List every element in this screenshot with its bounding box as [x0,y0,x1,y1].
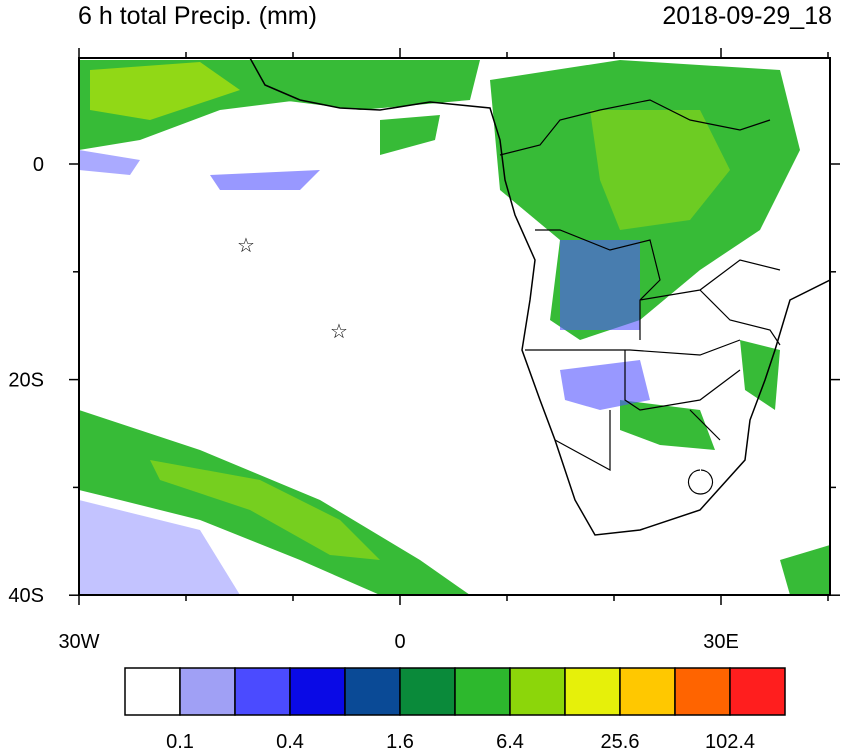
colorbar-box [674,667,731,716]
colorbar-box [399,667,456,716]
precip-area [560,360,650,410]
colorbar-label: 1.6 [386,731,414,750]
precip-area [380,115,440,155]
precip-area [620,400,715,450]
colorbar-box [289,667,346,716]
precip-area [150,460,380,560]
precip-area [780,545,830,595]
precip-area [90,62,240,120]
precip-area [79,500,240,595]
colorbar-box [564,667,621,716]
lon-label: 30W [58,631,99,653]
colorbar-label: 0.4 [276,731,304,750]
colorbar-box [454,667,511,716]
title: 6 h total Precip. (mm) [78,2,317,30]
map-area: ☆ ☆ [79,58,830,595]
colorbar-label: 6.4 [496,731,524,750]
lat-label: 0 [33,154,44,176]
lat-label: 20S [8,370,44,392]
colorbar: 0.1 0.4 1.6 6.4 25.6 102.4 [124,667,786,753]
colorbar-box [234,667,291,716]
precip-area [210,170,320,190]
coastline [249,58,830,536]
colorbar-box [729,667,786,716]
colorbar-box [179,667,236,716]
date: 2018-09-29_18 [662,2,832,30]
station-marker: ☆ [237,235,255,257]
precip [79,60,830,595]
colorbar-box [344,667,401,716]
precip-area [740,340,780,410]
colorbar-label: 25.6 [601,731,640,750]
lon-label: 30E [703,631,739,653]
colorbar-box [124,667,181,716]
colorbar-label: 0.1 [166,731,194,750]
station-marker: ☆ [330,321,348,343]
precip-area [79,150,140,175]
precip-area [590,110,730,230]
precip-area [560,240,640,330]
border [499,99,781,495]
frame [78,57,831,596]
ticks: 0 20S 40S 30W 0 30E [8,48,840,653]
lon-label: 0 [394,631,405,653]
colorbar-box [619,667,676,716]
lat-label: 40S [8,585,44,607]
colorbar-label: 102.4 [705,731,755,750]
colorbar-box [509,667,566,716]
precip-area [250,60,480,110]
